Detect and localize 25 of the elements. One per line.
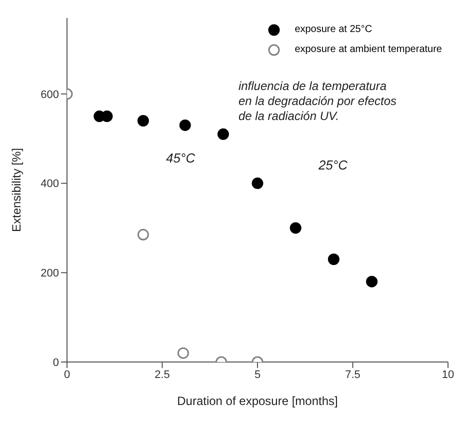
y-tick-label: 600 [40,88,59,101]
point [328,253,340,265]
y-tick-label: 200 [40,268,59,280]
annotation: 25°C [317,157,348,172]
point [290,222,302,234]
legend-label: exposure at ambient temperature [294,43,442,57]
x-tick-label: 5 [254,368,261,381]
point [177,347,189,359]
x-tick-label: 10 [442,368,454,381]
x-tick-label: 2.5 [154,368,170,381]
point [179,119,191,131]
y-tick-label: 400 [40,178,59,190]
x-tick-label: 7.5 [345,368,360,381]
point [366,276,378,288]
point [137,115,149,127]
x-axis-title: Duration of exposure [months] [177,394,338,408]
point [252,178,264,190]
legend-label: exposure at 25°C [294,23,372,37]
annotation: 45°C [166,150,196,166]
y-axis-title: Extensibility [%] [9,148,24,232]
point [137,228,149,240]
x-tick-label: 0 [64,368,70,381]
point [217,128,229,140]
annotation: influencia de la temperatura en la degradación por efectos de la radiación UV. [238,79,397,123]
y-tick-label: 0 [52,356,59,369]
